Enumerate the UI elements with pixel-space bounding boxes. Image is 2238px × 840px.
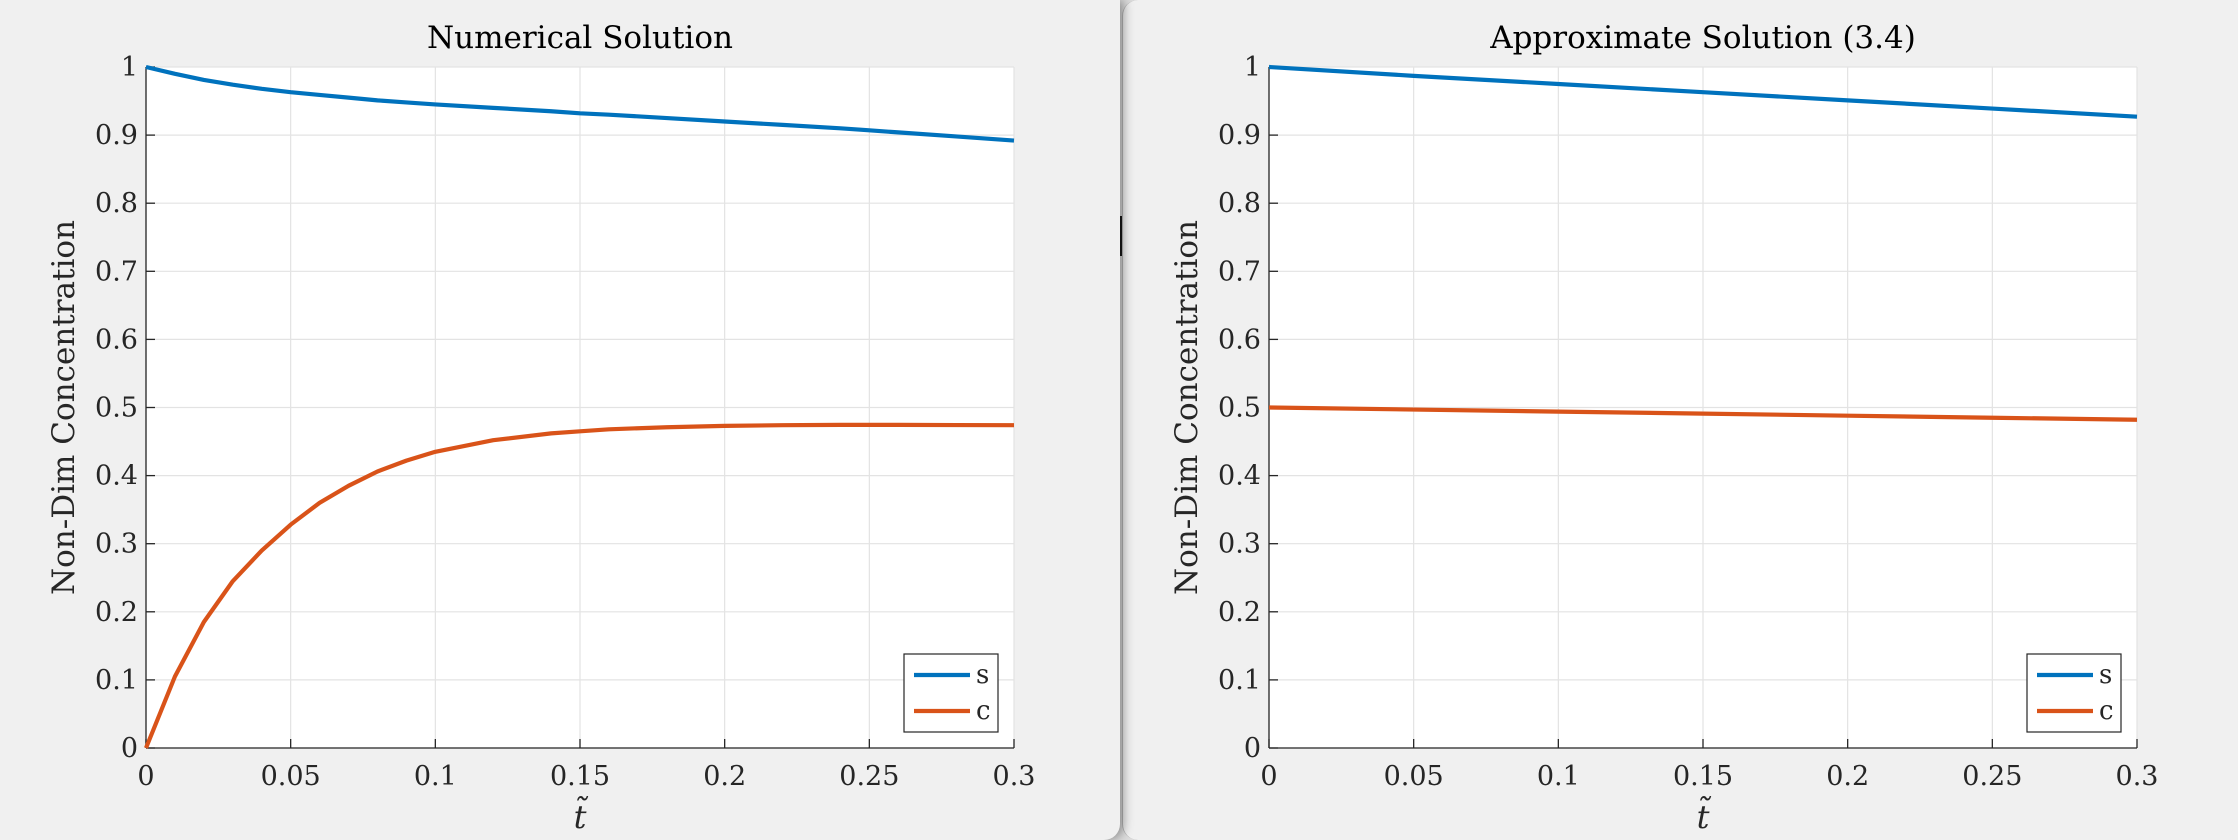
y-axis-label: Non-Dim Concentration xyxy=(1169,220,1205,595)
legend-label-s: s xyxy=(976,660,989,690)
figure-window-approximate[interactable]: 0 0.05 0.1 0.15 0.2 0.25 0.3 0 0.1 0.2 0.3 0.4 0.5 0.… xyxy=(1122,0,2238,840)
chart-numerical-solution: 0 0.05 0.1 0.15 0.2 0.25 0.3 0 0.1 0.2 0.3 0.4 0.5 0.… xyxy=(46,20,1036,836)
x-tick-label: 0.1 xyxy=(1537,761,1580,792)
y-tick-label: 1 xyxy=(121,52,138,83)
y-tick-label: 0.5 xyxy=(1218,393,1261,424)
y-tick-label: 0.5 xyxy=(95,393,138,424)
legend-label-s: s xyxy=(2099,660,2112,690)
legend: sc xyxy=(2026,653,2122,733)
x-tick-label: 0.2 xyxy=(703,761,746,792)
x-tick-label: 0.25 xyxy=(839,761,899,792)
y-tick-label: 0.2 xyxy=(95,597,138,628)
series-line-c xyxy=(1268,405,2138,422)
chart-title: Approximate Solution (3.4) xyxy=(1489,20,1916,56)
y-tick-label: 0.7 xyxy=(95,256,138,287)
y-tick-label: 0.7 xyxy=(1218,256,1261,287)
legend-label-c: c xyxy=(976,696,991,726)
x-tick-label: 0.1 xyxy=(414,761,457,792)
x-tick-label: 0.05 xyxy=(261,761,321,792)
y-tick-label: 0.9 xyxy=(1218,120,1261,151)
y-tick-label: 0 xyxy=(1244,733,1261,764)
y-axis-label: Non-Dim Concentration xyxy=(46,220,82,595)
x-tick-label: 0.2 xyxy=(1826,761,1869,792)
y-tick-label: 0.8 xyxy=(95,188,138,219)
x-axis-label: t̃ xyxy=(574,797,590,836)
background-window-edge xyxy=(1118,216,1122,256)
x-tick-label: 0.3 xyxy=(2116,761,2159,792)
chart-approximate-solution: 0 0.05 0.1 0.15 0.2 0.25 0.3 0 0.1 0.2 0.3 0.4 0.5 0.… xyxy=(1169,20,2159,836)
x-tick-label: 0 xyxy=(137,761,154,792)
legend-box xyxy=(903,653,999,733)
x-tick-label: 0.15 xyxy=(550,761,610,792)
x-tick-label: 0.05 xyxy=(1384,761,1444,792)
y-tick-label: 0.3 xyxy=(1218,529,1261,560)
x-axis-label: t̃ xyxy=(1697,797,1713,836)
series-line-s xyxy=(145,64,1015,143)
y-tick-label: 0.4 xyxy=(1218,461,1261,492)
y-tick-label: 0.1 xyxy=(1218,665,1261,696)
chart-title: Numerical Solution xyxy=(427,20,733,56)
y-tick-label: 0 xyxy=(121,733,138,764)
x-tick-label: 0.25 xyxy=(1962,761,2022,792)
legend-box xyxy=(2026,653,2122,733)
x-tick-label: 0.15 xyxy=(1673,761,1733,792)
x-tick-label: 0.3 xyxy=(993,761,1036,792)
legend: sc xyxy=(903,653,999,733)
legend-label-c: c xyxy=(2099,696,2114,726)
y-tick-label: 0.4 xyxy=(95,461,138,492)
y-tick-label: 0.9 xyxy=(95,120,138,151)
figure-window-numerical[interactable]: 0 0.05 0.1 0.15 0.2 0.25 0.3 0 0.1 0.2 0.3 0.4 0.5 0.… xyxy=(0,0,1120,840)
series-line-s xyxy=(1268,64,2138,119)
y-tick-label: 0.6 xyxy=(95,324,138,355)
y-tick-label: 0.1 xyxy=(95,665,138,696)
series-line-c xyxy=(144,422,1015,749)
y-tick-label: 0.2 xyxy=(1218,597,1261,628)
y-tick-label: 0.8 xyxy=(1218,188,1261,219)
y-tick-label: 0.6 xyxy=(1218,324,1261,355)
x-tick-label: 0 xyxy=(1260,761,1277,792)
y-tick-label: 0.3 xyxy=(95,529,138,560)
y-tick-label: 1 xyxy=(1244,52,1261,83)
